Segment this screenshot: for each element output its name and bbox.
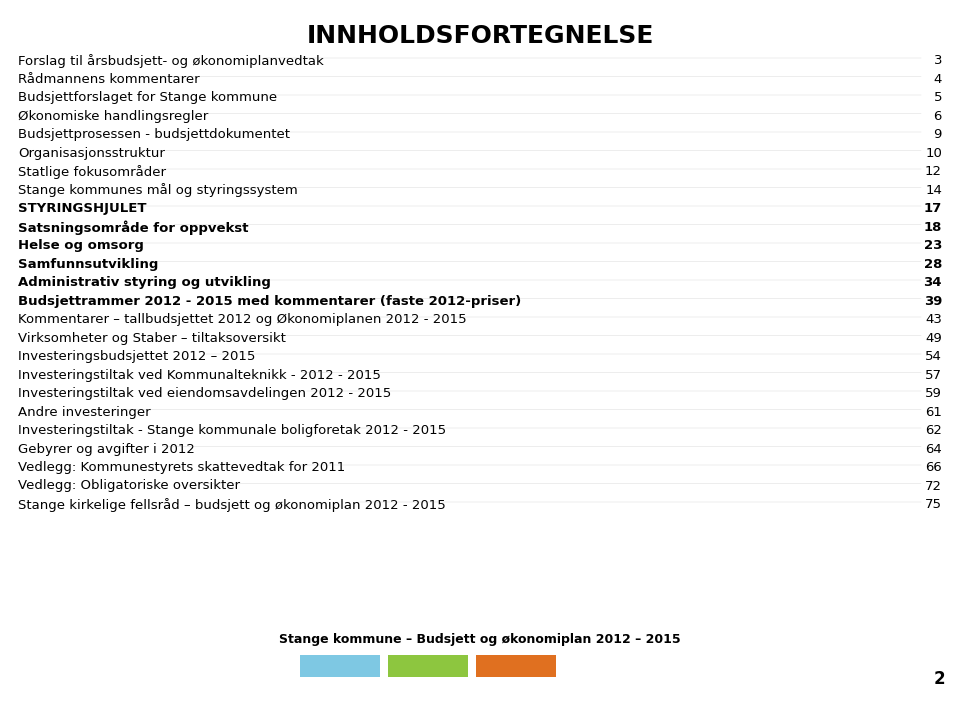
Text: Vedlegg: Obligatoriske oversikter: Vedlegg: Obligatoriske oversikter [18,480,240,493]
Text: Stange kommune – Budsjett og økonomiplan 2012 – 2015: Stange kommune – Budsjett og økonomiplan… [279,633,681,645]
Text: 39: 39 [924,294,942,308]
Text: 75: 75 [925,498,942,511]
Text: Gebyrer og avgifter i 2012: Gebyrer og avgifter i 2012 [18,443,195,456]
Text: Virksomheter og Staber – tiltaksoversikt: Virksomheter og Staber – tiltaksoversikt [18,331,286,344]
Text: Stange kirkelige fellsråd – budsjett og økonomiplan 2012 - 2015: Stange kirkelige fellsråd – budsjett og … [18,498,445,512]
Text: Helse og omsorg: Helse og omsorg [18,239,144,252]
Text: 57: 57 [925,368,942,381]
Text: Organisasjonsstruktur: Organisasjonsstruktur [18,146,165,159]
Text: 61: 61 [925,406,942,418]
Text: 64: 64 [925,443,942,456]
FancyBboxPatch shape [476,655,556,677]
Text: Samfunnsutvikling: Samfunnsutvikling [18,258,158,271]
Text: 5: 5 [933,91,942,104]
Text: Investeringstiltak - Stange kommunale boligforetak 2012 - 2015: Investeringstiltak - Stange kommunale bo… [18,424,446,437]
Text: 14: 14 [925,183,942,196]
Text: Stange kommunes mål og styringssystem: Stange kommunes mål og styringssystem [18,183,298,198]
Text: Forslag til årsbudsjett- og økonomiplanvedtak: Forslag til årsbudsjett- og økonomiplanv… [18,54,324,68]
Text: 17: 17 [924,202,942,215]
Text: Kommentarer – tallbudsjettet 2012 og Økonomiplanen 2012 - 2015: Kommentarer – tallbudsjettet 2012 og Øko… [18,313,467,326]
Text: Økonomiske handlingsregler: Økonomiske handlingsregler [18,109,208,123]
Text: Vedlegg: Kommunestyrets skattevedtak for 2011: Vedlegg: Kommunestyrets skattevedtak for… [18,461,346,474]
Text: Investeringstiltak ved Kommunalteknikk - 2012 - 2015: Investeringstiltak ved Kommunalteknikk -… [18,368,381,381]
Text: 3: 3 [933,54,942,67]
Text: 59: 59 [925,387,942,400]
Text: Investeringstiltak ved eiendomsavdelingen 2012 - 2015: Investeringstiltak ved eiendomsavdelinge… [18,387,392,400]
FancyBboxPatch shape [300,655,380,677]
Text: 18: 18 [924,221,942,233]
Text: INNHOLDSFORTEGNELSE: INNHOLDSFORTEGNELSE [306,24,654,48]
Text: 72: 72 [925,480,942,493]
Text: 62: 62 [925,424,942,437]
Text: 6: 6 [934,109,942,123]
Text: STYRINGSHJULET: STYRINGSHJULET [18,202,147,215]
Text: 12: 12 [925,165,942,178]
Text: 49: 49 [925,331,942,344]
Text: 54: 54 [925,350,942,363]
Text: Budsjettprosessen - budsjettdokumentet: Budsjettprosessen - budsjettdokumentet [18,128,290,141]
Text: Budsjettrammer 2012 - 2015 med kommentarer (faste 2012-priser): Budsjettrammer 2012 - 2015 med kommentar… [18,294,521,308]
Text: Investeringsbudsjettet 2012 – 2015: Investeringsbudsjettet 2012 – 2015 [18,350,255,363]
Text: Administrativ styring og utvikling: Administrativ styring og utvikling [18,276,271,289]
Text: Statlige fokusområder: Statlige fokusområder [18,165,166,179]
Text: 23: 23 [924,239,942,252]
Text: Satsningsområde for oppvekst: Satsningsområde for oppvekst [18,221,249,235]
Text: 43: 43 [925,313,942,326]
Text: 28: 28 [924,258,942,271]
Text: Rådmannens kommentarer: Rådmannens kommentarer [18,73,200,86]
FancyBboxPatch shape [388,655,468,677]
Text: 2: 2 [933,670,945,688]
Text: Budsjettforslaget for Stange kommune: Budsjettforslaget for Stange kommune [18,91,277,104]
Text: 66: 66 [925,461,942,474]
Text: 34: 34 [924,276,942,289]
Text: Andre investeringer: Andre investeringer [18,406,151,418]
Text: 4: 4 [934,73,942,86]
Text: 9: 9 [934,128,942,141]
Text: 10: 10 [925,146,942,159]
